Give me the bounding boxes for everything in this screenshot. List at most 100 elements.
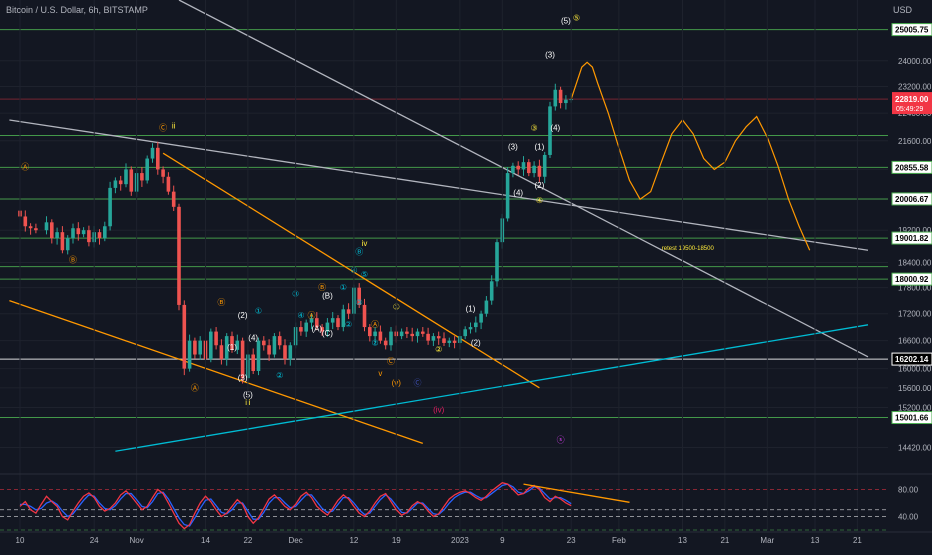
wave-label: (4) <box>513 188 523 197</box>
countdown-label: 05:49:29 <box>896 106 923 113</box>
candle-body <box>436 336 441 339</box>
candle-body <box>145 158 149 181</box>
candle-body <box>341 309 346 328</box>
trendline-teal-support <box>115 324 869 452</box>
osc-level-label: 80.00 <box>898 486 919 495</box>
candle-body <box>315 318 319 328</box>
candle-body <box>283 345 287 360</box>
wave-label: Ⓐ <box>21 162 29 171</box>
wave-label: (1) <box>466 305 476 314</box>
candle-body <box>399 331 404 337</box>
chart-title: Bitcoin / U.S. Dollar, 6h, BITSTAMP <box>6 5 148 15</box>
candle-body <box>505 173 510 219</box>
candle-body <box>34 228 38 231</box>
candle-body <box>537 165 542 177</box>
wave-label: ④ <box>297 311 304 320</box>
wave-label: (4) <box>248 334 258 343</box>
candle-body <box>325 322 330 332</box>
wave-label: iv <box>362 239 368 248</box>
candle-body <box>299 327 303 332</box>
wave-label: (3) <box>508 143 518 152</box>
candle-body <box>564 99 568 104</box>
price-level-tag <box>891 352 932 366</box>
x-tick-label: 23 <box>567 536 576 545</box>
x-tick-label: Feb <box>612 536 626 545</box>
wave-label: Ⓑ <box>318 283 326 292</box>
candle-body <box>187 340 192 369</box>
candle-body <box>288 345 293 360</box>
candle-body <box>240 340 245 379</box>
price-level-tag-label: 19001.82 <box>895 234 929 243</box>
candle-body <box>495 242 499 282</box>
candle-body <box>330 318 335 323</box>
wave-label: ① <box>340 283 347 292</box>
candle-body <box>304 322 308 332</box>
current-price-tag <box>892 92 932 115</box>
candle-body <box>50 222 54 239</box>
candle-body <box>415 331 420 337</box>
candle-body <box>60 232 65 251</box>
y-tick-label: 14420.00 <box>898 444 932 453</box>
wave-label: ② <box>372 338 379 347</box>
candle-body <box>230 336 234 350</box>
candle-body <box>177 206 181 305</box>
x-tick-label: 21 <box>853 536 862 545</box>
candle-body <box>182 304 187 369</box>
x-tick-label: 12 <box>349 536 358 545</box>
y-tick-label: 15200.00 <box>898 404 932 413</box>
wave-label: (iv) <box>433 406 444 415</box>
candle-body <box>548 106 552 155</box>
price-level-tag-label: 18000.92 <box>895 275 929 284</box>
trendline-white-lower <box>178 0 869 358</box>
wave-label: (2) <box>471 338 481 347</box>
wave-label: (2) <box>535 181 545 190</box>
candle-body <box>442 338 446 343</box>
candle-body <box>214 331 218 346</box>
wave-label: Ⓐ <box>191 383 199 392</box>
candle-body <box>81 230 86 235</box>
candle-body <box>65 238 70 251</box>
candle-body <box>362 304 367 328</box>
osc-level-label: 40.00 <box>898 513 919 522</box>
y-tick-label: 24000.00 <box>898 57 932 66</box>
currency-label: USD <box>892 5 912 15</box>
y-tick-label: 16000.00 <box>898 365 932 374</box>
candle-body <box>336 318 340 328</box>
wave-label: Ⓐ <box>371 320 379 329</box>
y-tick-label: 16600.00 <box>898 337 932 346</box>
wave-label: (C) <box>322 329 333 338</box>
price-level-tag <box>891 411 932 425</box>
wave-label: ② <box>435 345 442 354</box>
wave-label: (A) <box>311 325 322 334</box>
trendline-orange-wedge-top <box>162 152 540 389</box>
x-tick-label: 19 <box>392 536 401 545</box>
candle-body <box>447 340 452 343</box>
candle-body <box>193 340 197 355</box>
price-level-tag <box>891 23 932 37</box>
candle-body <box>553 89 558 107</box>
y-tick-label: 17800.00 <box>898 284 932 293</box>
candle-body <box>171 191 176 207</box>
y-tick-label: 18400.00 <box>898 259 932 268</box>
candle-body <box>272 336 277 355</box>
candle-body <box>320 327 324 332</box>
wave-label: ④ <box>536 196 543 205</box>
candle-body <box>251 354 255 371</box>
candle-body <box>277 336 282 346</box>
wave-label: ① <box>255 307 262 316</box>
wave-label: ⓢ <box>557 435 565 444</box>
x-tick-label: 2023 <box>451 536 469 545</box>
candle-body <box>410 333 414 337</box>
price-level-tag-label: 25005.75 <box>895 26 929 35</box>
wave-label: Ⓑ <box>217 298 225 307</box>
wave-label: (3) <box>545 51 555 60</box>
candle-body <box>373 331 377 337</box>
candle-body <box>124 169 128 185</box>
price-level-tag-label: 15001.66 <box>895 414 929 423</box>
y-tick-label: 23200.00 <box>898 83 932 92</box>
price-level-tag <box>891 272 932 286</box>
wave-label: v <box>378 369 382 378</box>
main-pane: ⒶⒷⒸiiⒷⒶ(2)(4)(1)(3)(5)iii①②③④Ⓑ(B)(A)(C)Ⓐ… <box>0 0 888 452</box>
